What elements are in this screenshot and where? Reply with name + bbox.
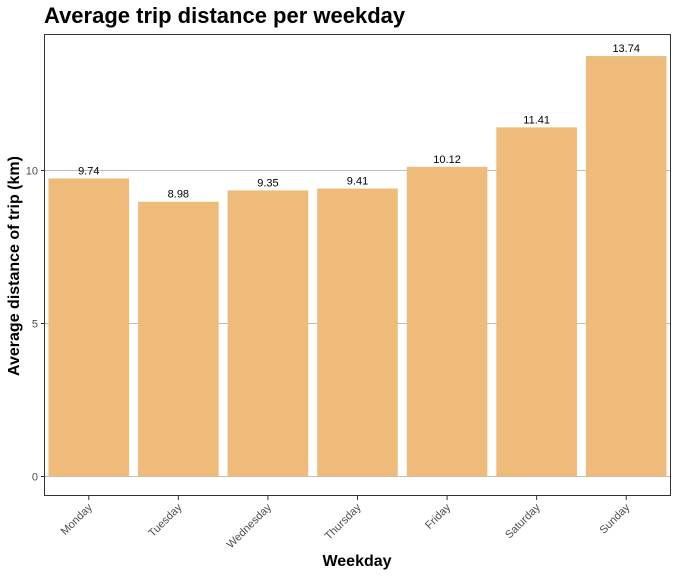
value-label-thursday: 9.41	[347, 176, 368, 188]
value-labels: 9.74 8.98 9.35 9.41 10.12 11.41 13.74	[78, 43, 640, 201]
bar-tuesday	[138, 201, 219, 477]
y-axis: 0 5 10	[26, 166, 44, 484]
x-tick-label-tuesday: Tuesday	[146, 501, 184, 539]
chart-title: Average trip distance per weekday	[44, 3, 406, 28]
bars	[48, 56, 667, 477]
value-label-sunday: 13.74	[612, 43, 640, 55]
x-tick-label-thursday: Thursday	[323, 501, 364, 542]
x-axis: Monday Tuesday Wednesday Thursday Friday Satu…	[59, 496, 633, 551]
y-tick-label: 0	[32, 472, 38, 484]
y-tick-label: 10	[26, 166, 38, 178]
x-tick-label-wednesday: Wednesday	[225, 501, 275, 551]
bar-friday	[406, 166, 488, 477]
value-label-friday: 10.12	[433, 154, 461, 166]
bar-thursday	[317, 188, 398, 477]
bar-wednesday	[227, 190, 309, 477]
bar-sunday	[585, 56, 667, 477]
value-label-saturday: 11.41	[523, 114, 550, 126]
value-label-tuesday: 8.98	[168, 189, 189, 201]
x-tick-label-friday: Friday	[423, 501, 453, 531]
x-tick-label-saturday: Saturday	[503, 501, 543, 541]
bar-monday	[48, 178, 130, 477]
panel-border	[44, 34, 671, 496]
y-axis-title: Average distance of trip (km)	[6, 156, 23, 376]
bar-saturday	[496, 127, 577, 477]
y-tick-label: 5	[32, 319, 38, 331]
x-tick-label-monday: Monday	[59, 501, 96, 538]
value-label-wednesday: 9.35	[257, 177, 278, 189]
x-tick-label-sunday: Sunday	[597, 501, 632, 536]
x-axis-title: Weekday	[322, 553, 391, 570]
value-label-monday: 9.74	[78, 165, 99, 177]
